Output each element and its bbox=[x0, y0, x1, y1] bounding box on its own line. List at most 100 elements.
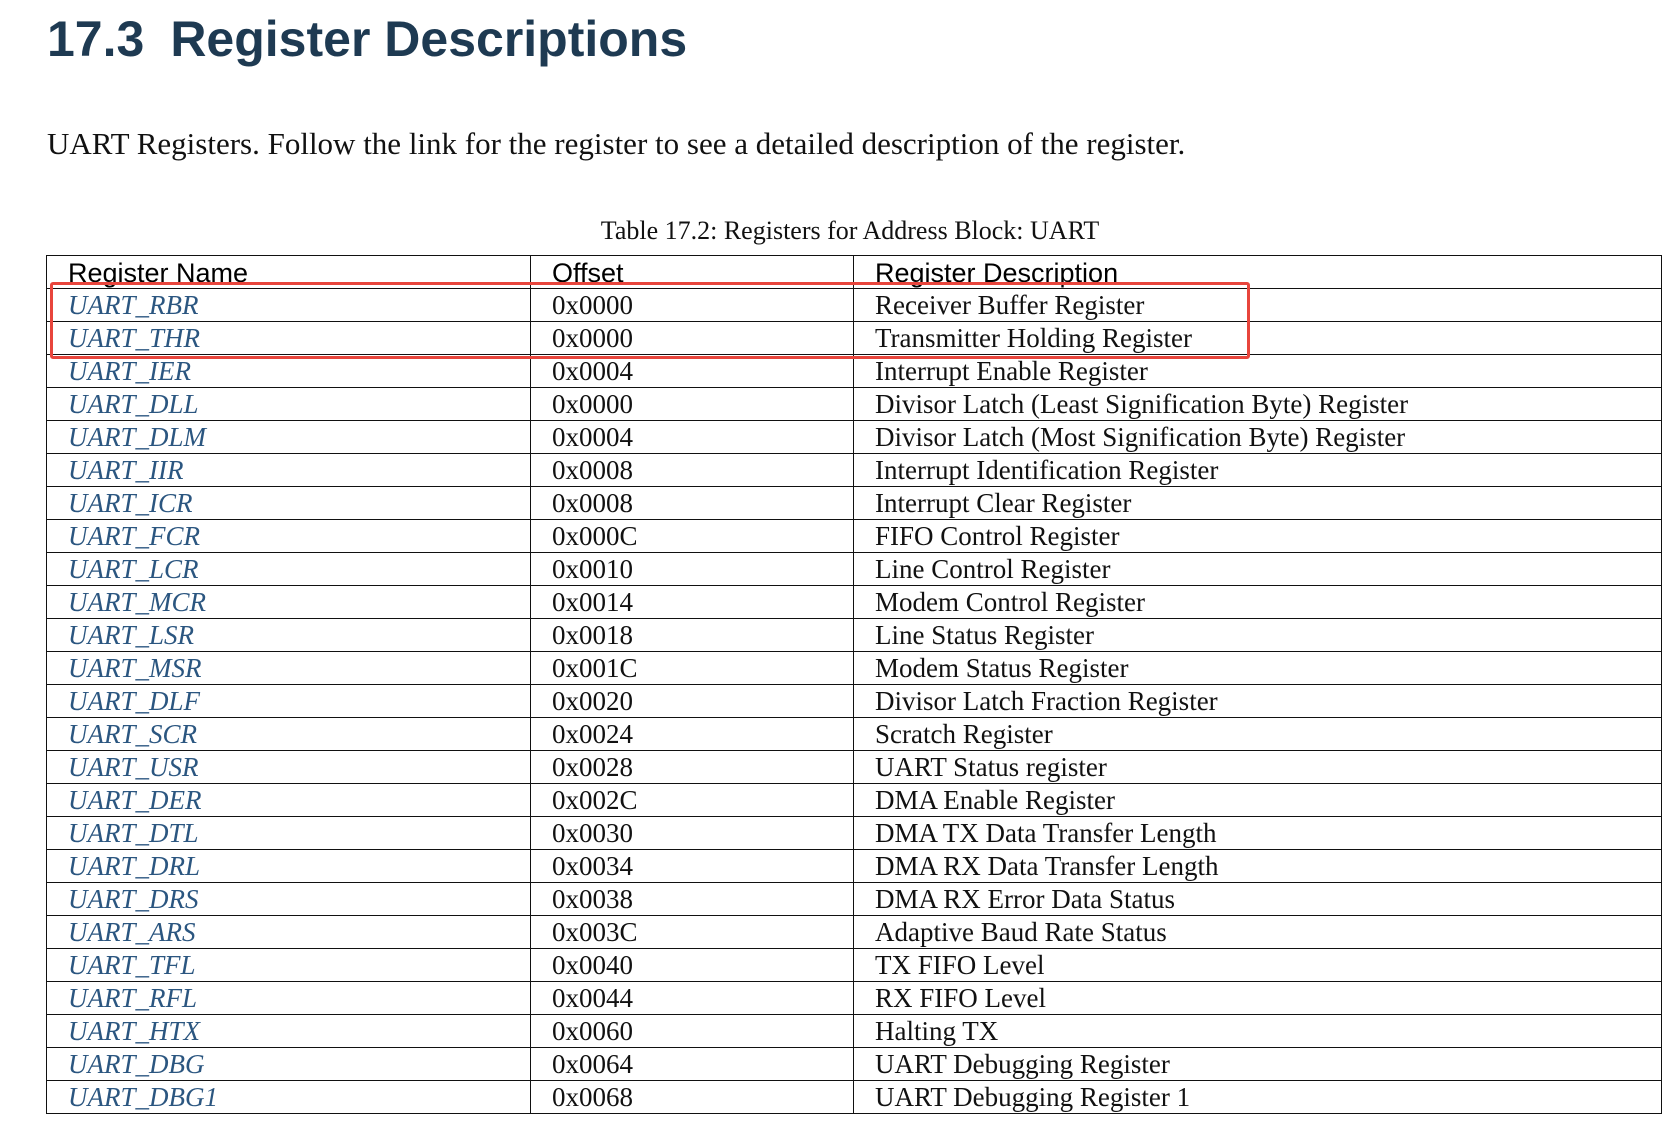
table-row: UART_LCR 0x0010 Line Control Register bbox=[46, 552, 1662, 586]
offset-cell: 0x0000 bbox=[530, 288, 854, 322]
description-cell: RX FIFO Level bbox=[853, 981, 1662, 1015]
table-row: UART_ICR 0x0008 Interrupt Clear Register bbox=[46, 486, 1662, 520]
description-cell: TX FIFO Level bbox=[853, 948, 1662, 982]
register-link[interactable]: UART_LSR bbox=[68, 619, 195, 650]
register-link[interactable]: UART_DER bbox=[68, 784, 202, 815]
register-link[interactable]: UART_ARS bbox=[68, 916, 196, 947]
register-link[interactable]: UART_DRS bbox=[68, 883, 199, 914]
table-row: UART_DRL 0x0034 DMA RX Data Transfer Lengt… bbox=[46, 849, 1662, 883]
register-name-cell: UART_MCR bbox=[46, 585, 531, 619]
register-link[interactable]: UART_HTX bbox=[68, 1015, 201, 1046]
register-link[interactable]: UART_DRL bbox=[68, 850, 201, 881]
offset-cell: 0x001C bbox=[530, 651, 854, 685]
section-title: Register Descriptions bbox=[170, 11, 688, 67]
description-cell: Interrupt Clear Register bbox=[853, 486, 1662, 520]
offset-cell: 0x0014 bbox=[530, 585, 854, 619]
description-cell: Line Status Register bbox=[853, 618, 1662, 652]
description-cell: DMA TX Data Transfer Length bbox=[853, 816, 1662, 850]
register-link[interactable]: UART_IER bbox=[68, 355, 191, 386]
register-name-cell: UART_DRL bbox=[46, 849, 531, 883]
register-name-cell: UART_DRS bbox=[46, 882, 531, 916]
table-row: UART_DTL 0x0030 DMA TX Data Transfer Lengt… bbox=[46, 816, 1662, 850]
register-name-cell: UART_DLF bbox=[46, 684, 531, 718]
register-name-cell: UART_IER bbox=[46, 354, 531, 388]
offset-cell: 0x0038 bbox=[530, 882, 854, 916]
description-cell: UART Status register bbox=[853, 750, 1662, 784]
table-row: UART_IER 0x0004 Interrupt Enable Register bbox=[46, 354, 1662, 388]
register-name-cell: UART_SCR bbox=[46, 717, 531, 751]
offset-cell: 0x0040 bbox=[530, 948, 854, 982]
table-row: UART_RFL 0x0044 RX FIFO Level bbox=[46, 981, 1662, 1015]
register-name-cell: UART_HTX bbox=[46, 1014, 531, 1048]
register-link[interactable]: UART_DBG bbox=[68, 1048, 205, 1079]
offset-cell: 0x0060 bbox=[530, 1014, 854, 1048]
table-row: UART_IIR 0x0008 Interrupt Identification R… bbox=[46, 453, 1662, 487]
table-row: UART_DLF 0x0020 Divisor Latch Fraction Reg… bbox=[46, 684, 1662, 718]
register-link[interactable]: UART_DLF bbox=[68, 685, 201, 716]
register-name-cell: UART_LSR bbox=[46, 618, 531, 652]
table-row: UART_MCR 0x0014 Modem Control Register bbox=[46, 585, 1662, 619]
table-row: UART_FCR 0x000C FIFO Control Register bbox=[46, 519, 1662, 553]
offset-cell: 0x002C bbox=[530, 783, 854, 817]
register-link[interactable]: UART_DTL bbox=[68, 817, 199, 848]
register-link[interactable]: UART_MSR bbox=[68, 652, 202, 683]
register-link[interactable]: UART_DLL bbox=[68, 388, 199, 419]
description-cell: Divisor Latch (Least Signification Byte)… bbox=[853, 387, 1662, 421]
section-heading: 17.3 Register Descriptions bbox=[47, 10, 687, 68]
header-description: Register Description bbox=[853, 255, 1662, 289]
offset-cell: 0x0034 bbox=[530, 849, 854, 883]
register-link[interactable]: UART_MCR bbox=[68, 586, 206, 617]
offset-cell: 0x0008 bbox=[530, 453, 854, 487]
description-cell: Scratch Register bbox=[853, 717, 1662, 751]
offset-cell: 0x0024 bbox=[530, 717, 854, 751]
description-cell: Transmitter Holding Register bbox=[853, 321, 1662, 355]
description-cell: DMA RX Error Data Status bbox=[853, 882, 1662, 916]
description-cell: FIFO Control Register bbox=[853, 519, 1662, 553]
register-name-cell: UART_RBR bbox=[46, 288, 531, 322]
register-name-cell: UART_ARS bbox=[46, 915, 531, 949]
intro-text: UART Registers. Follow the link for the … bbox=[47, 126, 1186, 161]
register-link[interactable]: UART_RFL bbox=[68, 982, 198, 1013]
table-row: UART_USR 0x0028 UART Status register bbox=[46, 750, 1662, 784]
register-name-cell: UART_DBG1 bbox=[46, 1080, 531, 1114]
description-cell: Divisor Latch (Most Signification Byte) … bbox=[853, 420, 1662, 454]
description-cell: Interrupt Enable Register bbox=[853, 354, 1662, 388]
header-offset: Offset bbox=[530, 255, 854, 289]
register-link[interactable]: UART_USR bbox=[68, 751, 199, 782]
table-row: UART_LSR 0x0018 Line Status Register bbox=[46, 618, 1662, 652]
offset-cell: 0x0020 bbox=[530, 684, 854, 718]
table-row: UART_DLM 0x0004 Divisor Latch (Most Signif… bbox=[46, 420, 1662, 454]
offset-cell: 0x0068 bbox=[530, 1080, 854, 1114]
register-link[interactable]: UART_ICR bbox=[68, 487, 193, 518]
register-link[interactable]: UART_IIR bbox=[68, 454, 184, 485]
description-cell: Line Control Register bbox=[853, 552, 1662, 586]
register-name-cell: UART_DTL bbox=[46, 816, 531, 850]
offset-cell: 0x0064 bbox=[530, 1047, 854, 1081]
offset-cell: 0x0010 bbox=[530, 552, 854, 586]
register-link[interactable]: UART_THR bbox=[68, 322, 201, 353]
table-row: UART_THR 0x0000 Transmitter Holding Regist… bbox=[46, 321, 1662, 355]
register-link[interactable]: UART_LCR bbox=[68, 553, 199, 584]
register-name-cell: UART_DLM bbox=[46, 420, 531, 454]
register-link[interactable]: UART_RBR bbox=[68, 289, 199, 320]
register-name-cell: UART_ICR bbox=[46, 486, 531, 520]
offset-cell: 0x000C bbox=[530, 519, 854, 553]
register-name-cell: UART_LCR bbox=[46, 552, 531, 586]
offset-cell: 0x0000 bbox=[530, 387, 854, 421]
register-link[interactable]: UART_DBG1 bbox=[68, 1081, 218, 1112]
section-number: 17.3 bbox=[47, 11, 145, 67]
register-link[interactable]: UART_DLM bbox=[68, 421, 207, 452]
table-row: UART_SCR 0x0024 Scratch Register bbox=[46, 717, 1662, 751]
description-cell: Modem Status Register bbox=[853, 651, 1662, 685]
register-link[interactable]: UART_TFL bbox=[68, 949, 196, 980]
register-link[interactable]: UART_SCR bbox=[68, 718, 198, 749]
offset-cell: 0x003C bbox=[530, 915, 854, 949]
register-link[interactable]: UART_FCR bbox=[68, 520, 200, 551]
register-name-cell: UART_DLL bbox=[46, 387, 531, 421]
register-name-cell: UART_USR bbox=[46, 750, 531, 784]
register-table: Register Name Offset Register Descriptio… bbox=[46, 255, 1662, 1114]
table-row: UART_TFL 0x0040 TX FIFO Level bbox=[46, 948, 1662, 982]
description-cell: Modem Control Register bbox=[853, 585, 1662, 619]
offset-cell: 0x0004 bbox=[530, 354, 854, 388]
table-row: UART_DRS 0x0038 DMA RX Error Data Status bbox=[46, 882, 1662, 916]
